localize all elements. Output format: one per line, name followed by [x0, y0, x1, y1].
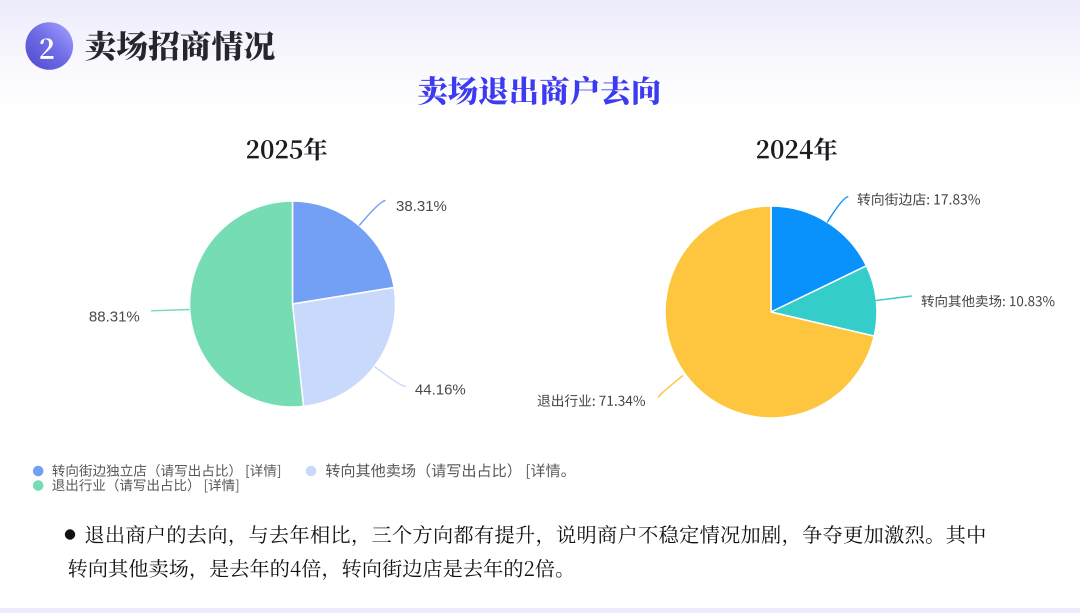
svg-text:38.31%: 38.31% — [396, 198, 447, 215]
svg-text:88.31%: 88.31% — [89, 309, 140, 326]
svg-text:44.16%: 44.16% — [415, 382, 466, 399]
